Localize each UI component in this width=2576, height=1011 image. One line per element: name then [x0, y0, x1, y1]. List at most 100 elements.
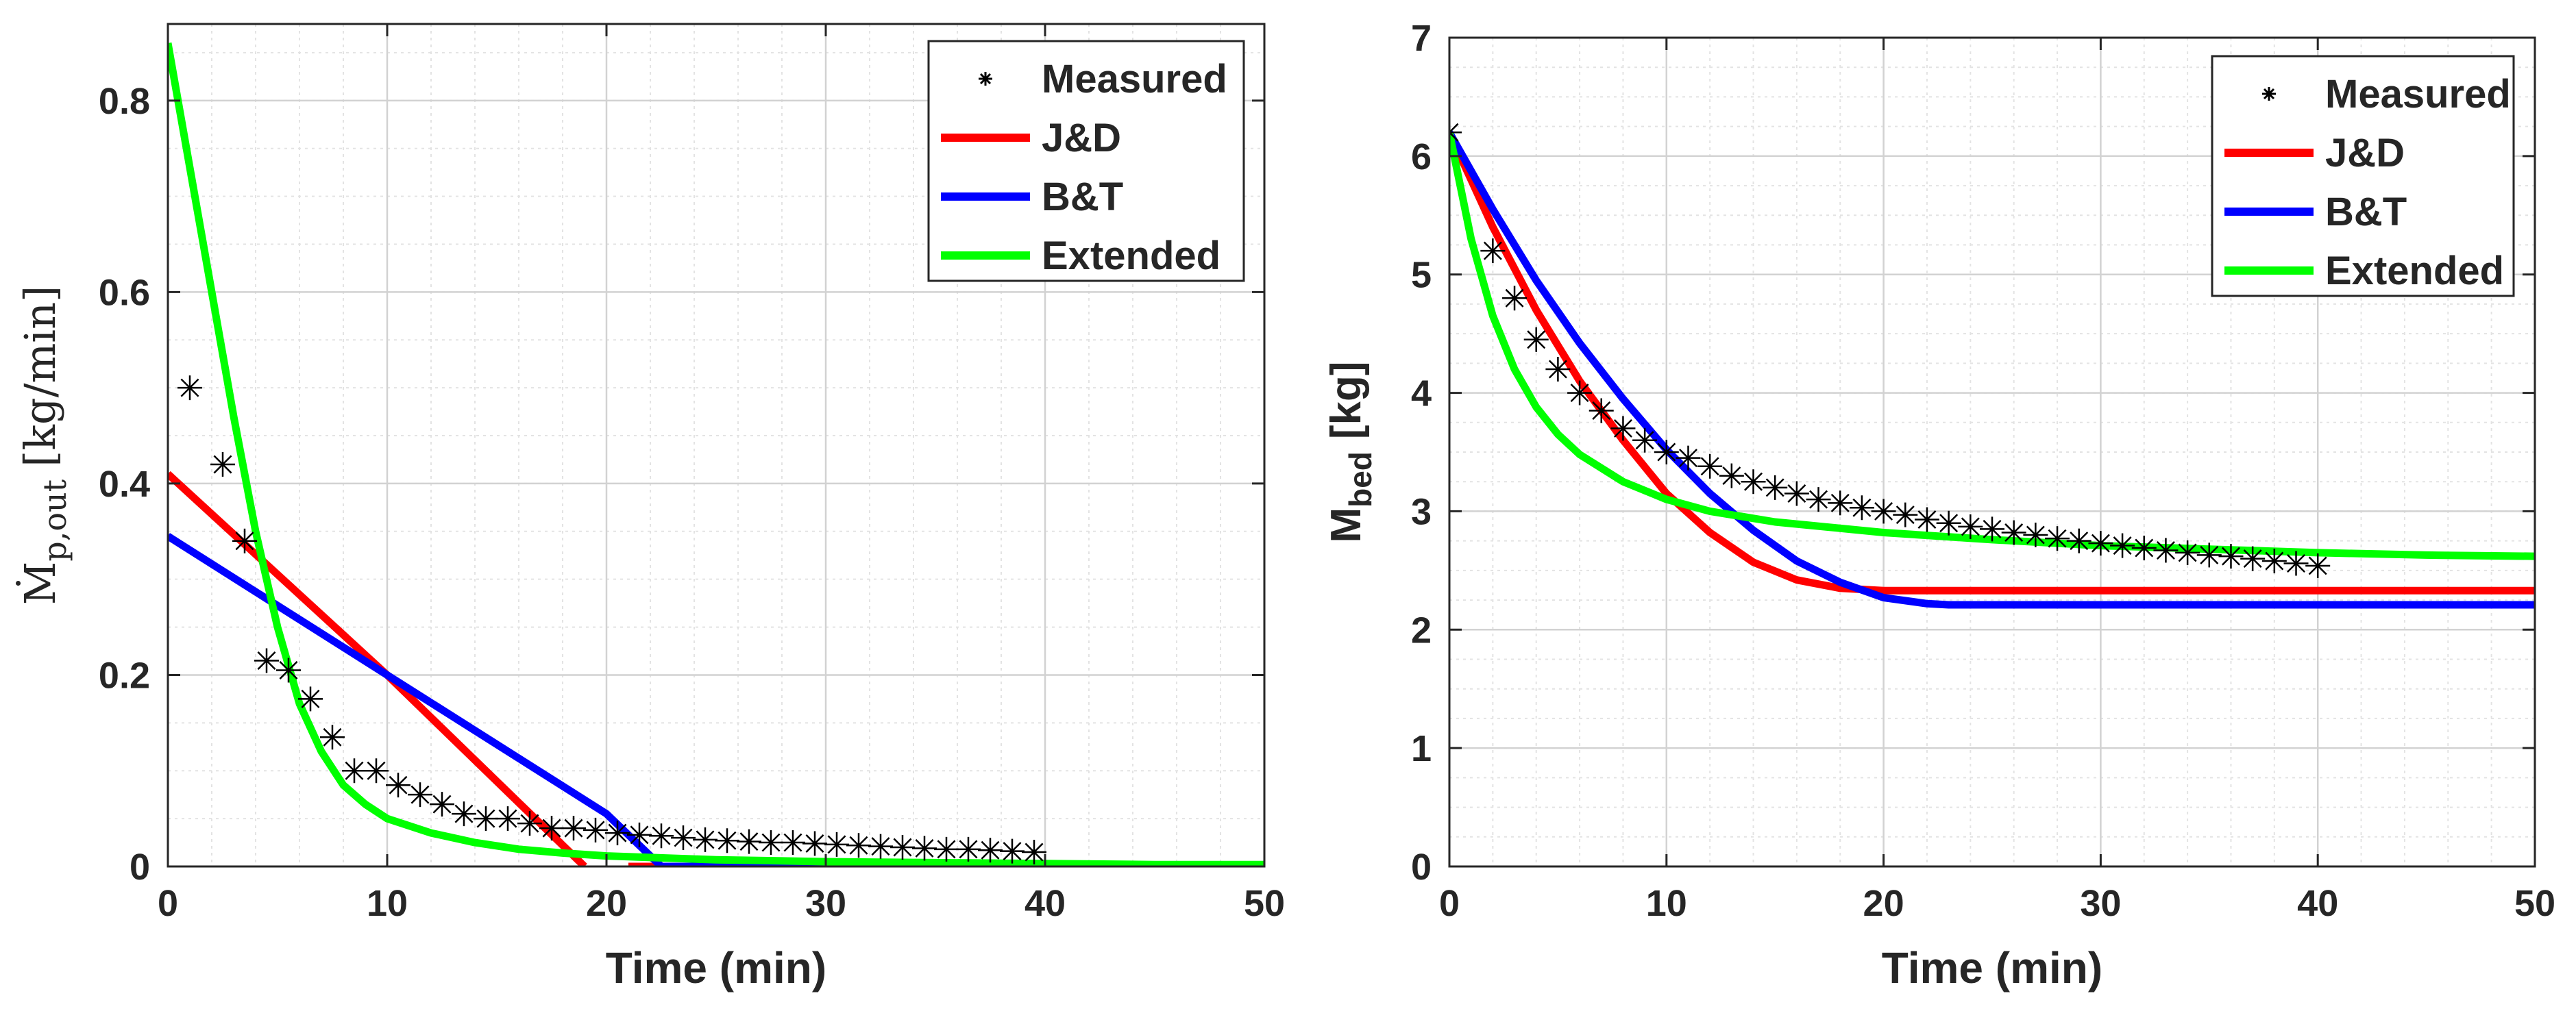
data-point-measured: [539, 816, 564, 841]
data-point-measured: [1502, 286, 1528, 311]
marker-stroke: [2221, 547, 2240, 566]
axes-box: [167, 23, 1266, 868]
data-point-measured: [1849, 495, 1874, 521]
series-line-j-d: [1449, 131, 2535, 595]
marker-stroke: [1505, 288, 1524, 308]
y-tick-label: 0: [1411, 847, 1432, 888]
data-point-measured: [298, 686, 323, 712]
data-point-measured: [1784, 481, 1809, 506]
legend-marker-measured: [2262, 87, 2276, 101]
marker-stroke: [1983, 519, 2002, 538]
data-point-measured: [1449, 120, 1462, 145]
y-tick-label: 3: [1411, 491, 1432, 532]
marker-stroke: [2243, 549, 2262, 569]
marker-stroke: [608, 823, 627, 842]
data-point-measured: [802, 831, 827, 856]
legend-item-extended: Extended: [2224, 249, 2504, 293]
marker-stroke: [1700, 457, 1719, 476]
data-point-measured: [2001, 520, 2026, 545]
legend-item-b-t: B&T: [2224, 190, 2407, 234]
axes-box: [1448, 36, 2536, 868]
series-line-b-t: [168, 533, 1264, 866]
marker-stroke: [959, 840, 978, 859]
marker-stroke: [432, 795, 452, 814]
data-point-measured: [276, 658, 301, 683]
y-tick-label: 0: [130, 847, 150, 888]
data-point-measured: [1567, 380, 1593, 405]
x-tick-label: 20: [1863, 883, 1904, 924]
marker-stroke: [2308, 556, 2327, 575]
y-tick-label: 7: [1411, 18, 1432, 59]
x-tick-label: 0: [158, 883, 178, 924]
legend-label: B&T: [2325, 190, 2407, 234]
y-tick-label: 0.4: [99, 464, 150, 505]
marker-stroke: [2156, 540, 2175, 560]
data-point-measured: [2218, 544, 2244, 569]
data-point-measured: [1632, 427, 1658, 453]
marker-stroke: [586, 821, 605, 840]
data-point-measured: [1719, 463, 1744, 488]
marker-stroke: [2135, 538, 2154, 558]
marker-stroke: [1449, 123, 1459, 134]
y-axis-label: Ṁp,out [kg/min]: [15, 286, 73, 605]
data-point-measured: [737, 829, 761, 854]
marker-stroke: [1548, 360, 1567, 379]
data-layer: [1449, 120, 2535, 609]
marker-stroke: [1678, 449, 1697, 468]
marker-stroke: [520, 814, 539, 833]
data-point-measured: [495, 806, 520, 832]
legend-item-extended: Extended: [941, 234, 1220, 278]
marker-stroke: [1830, 493, 1850, 512]
legend-box: [2211, 55, 2515, 297]
data-point-measured: [671, 825, 696, 851]
data-point-measured: [2261, 549, 2287, 574]
marker-stroke: [1722, 466, 1741, 486]
legend-label: Extended: [1042, 234, 1220, 278]
series-line-extended: [168, 42, 1264, 866]
marker-stroke: [1570, 384, 1589, 403]
marker-stroke: [1613, 419, 1632, 438]
marker-stroke: [1917, 510, 1937, 529]
marker-stroke: [2263, 88, 2275, 100]
marker-stroke: [696, 830, 715, 849]
data-point-measured: [627, 822, 652, 847]
y-tick-label: 0.8: [99, 81, 150, 122]
data-point-measured: [430, 792, 454, 817]
marker-stroke: [542, 819, 561, 838]
x-axis-label: Time (min): [606, 943, 826, 993]
data-point-measured: [846, 833, 871, 858]
data-point-measured: [1914, 507, 1939, 532]
marker-stroke: [257, 651, 276, 670]
x-tick-label: 30: [805, 883, 846, 924]
marker-stroke: [301, 689, 320, 708]
legend-label: Measured: [1042, 57, 1227, 101]
marker-stroke: [827, 835, 846, 854]
data-point-measured: [320, 725, 345, 750]
data-point-measured: [759, 830, 783, 856]
marker-stroke: [476, 809, 495, 828]
x-tick-label: 50: [1244, 883, 1285, 924]
tick-marks: [167, 24, 1266, 868]
legend: Measured J&D B&T Extended: [927, 40, 1245, 282]
marker-stroke: [1787, 484, 1806, 503]
marker-stroke: [1449, 131, 1459, 142]
right-chart-panel: 0 10 20 30 40 50 0 1 2 3 4 5 6 7 Time (min) Mbed [kg] Mea…: [1323, 18, 2555, 993]
marker-stroke: [345, 761, 364, 780]
x-axis-label: Time (min): [1882, 943, 2102, 993]
y-tick-label: 5: [1411, 255, 1432, 296]
marker-stroke: [937, 840, 956, 859]
marker-stroke: [1809, 490, 1828, 509]
y-axis-label: Mbed [kg]: [1323, 361, 1378, 542]
marker-stroke: [1896, 506, 1915, 525]
marker-stroke: [213, 455, 232, 474]
y-axis-label-symbol: Ṁ: [15, 562, 65, 605]
marker-stroke: [323, 727, 342, 747]
data-point-measured: [177, 375, 202, 401]
marker-stroke: [652, 826, 671, 845]
legend-label: Extended: [2325, 249, 2504, 293]
data-point-measured: [561, 816, 586, 841]
marker-stroke: [674, 828, 693, 847]
marker-stroke: [2200, 545, 2219, 564]
y-axis-label-unit: [kg/min]: [15, 286, 65, 467]
